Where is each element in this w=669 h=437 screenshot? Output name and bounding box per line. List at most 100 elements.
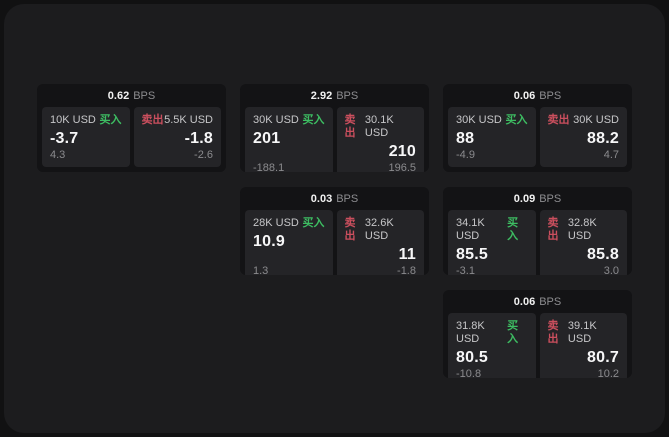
sell-price: -1.8 [184,130,213,147]
sell-delta: -2.6 [194,149,213,161]
bps-label: BPS [539,295,562,308]
card-header: 0.09 BPS [443,187,632,210]
buy-price: 201 [253,130,281,147]
buy-panel[interactable]: 10K USD 买入 -3.7 4.3 [42,107,130,167]
quote-card-3[interactable]: 0.06 BPS 30K USD 买入 88 -4.9 卖出 [443,84,632,172]
buy-label: 买入 [302,114,325,126]
card-body: 10K USD 买入 -3.7 4.3 卖出 5.5K USD -1.8 -2.… [37,107,226,172]
sell-price: 210 [388,143,416,160]
card-body: 30K USD 买入 88 -4.9 卖出 30K USD 88.2 4.7 [443,107,632,172]
bps-label: BPS [336,89,359,102]
buy-panel[interactable]: 31.8K USD 买入 80.5 -10.8 [448,313,536,378]
buy-panel[interactable]: 34.1K USD 买入 85.5 -3.1 [448,210,536,275]
sell-delta: 10.2 [597,368,619,378]
sell-amount: 39.1K USD [567,320,597,345]
sell-panel[interactable]: 卖出 39.1K USD 80.7 10.2 [539,313,627,378]
buy-amount: 34.1K USD [456,217,485,242]
buy-toprow: 30K USD 买入 [253,114,325,127]
bps-label: BPS [336,192,359,205]
bps-value: 2.92 [310,89,333,102]
sell-delta: 196.5 [388,162,416,172]
sell-label: 卖出 [547,217,559,242]
buy-panel[interactable]: 30K USD 买入 88 -4.9 [448,107,536,167]
buy-panel[interactable]: 28K USD 买入 10.9 1.3 [245,210,333,275]
sell-amount: 30.1K USD [364,114,394,139]
buy-price: 85.5 [456,246,488,263]
quote-card-2[interactable]: 2.92 BPS 30K USD 买入 201 -188.1 卖出 [240,84,429,172]
buy-amount: 10K USD [50,114,96,126]
sell-amount: 30K USD [573,114,619,126]
card-body: 31.8K USD 买入 80.5 -10.8 卖出 39.1K USD 80.… [443,313,632,378]
buy-price: 88 [456,130,475,147]
sell-toprow: 卖出 5.5K USD [142,114,214,127]
sell-toprow: 卖出 39.1K USD [548,320,620,346]
buy-delta: -10.8 [456,368,482,378]
buy-toprow: 34.1K USD 买入 [456,217,528,243]
quote-card-1[interactable]: 0.62 BPS 10K USD 买入 -3.7 4.3 卖出 [37,84,226,172]
bps-value: 0.03 [310,192,333,205]
sell-panel[interactable]: 卖出 32.8K USD 85.8 3.0 [539,210,627,275]
card-header: 0.06 BPS [443,84,632,107]
buy-amount: 30K USD [456,114,502,126]
sell-toprow: 卖出 30K USD [548,114,620,127]
sell-price: 80.7 [587,349,619,366]
buy-label: 买入 [507,320,519,345]
buy-amount: 28K USD [253,217,299,229]
buy-amount: 30K USD [253,114,299,126]
sell-price: 11 [398,246,416,263]
buy-label: 买入 [507,217,519,242]
sell-panel[interactable]: 卖出 32.6K USD 11 -1.8 [336,210,424,275]
card-body: 34.1K USD 买入 85.5 -3.1 卖出 32.8K USD 85.8… [443,210,632,275]
buy-label: 买入 [302,217,325,229]
quote-cards-grid: 0.62 BPS 10K USD 买入 -3.7 4.3 卖出 [37,84,632,378]
bps-value: 0.06 [513,89,536,102]
bps-value: 0.09 [513,192,536,205]
sell-amount: 5.5K USD [164,114,213,126]
sell-amount: 32.8K USD [567,217,597,242]
bps-value: 0.06 [513,295,536,308]
buy-delta: -4.9 [456,149,475,161]
buy-price: 80.5 [456,349,488,366]
sell-toprow: 卖出 30.1K USD [345,114,417,140]
sell-label: 卖出 [344,217,356,242]
sell-delta: -1.8 [397,265,416,275]
sell-price: 88.2 [587,130,619,147]
quote-card-6[interactable]: 0.06 BPS 31.8K USD 买入 80.5 -10.8 卖 [443,290,632,378]
buy-label: 买入 [505,114,528,126]
sell-panel[interactable]: 卖出 30.1K USD 210 196.5 [336,107,424,172]
sell-label: 卖出 [344,114,356,139]
buy-toprow: 28K USD 买入 [253,217,325,230]
buy-amount: 31.8K USD [456,320,485,345]
sell-delta: 4.7 [603,149,619,161]
main-panel: 0.62 BPS 10K USD 买入 -3.7 4.3 卖出 [4,4,665,433]
buy-price: -3.7 [50,130,79,147]
card-header: 0.62 BPS [37,84,226,107]
sell-price: 85.8 [587,246,619,263]
sell-panel[interactable]: 卖出 5.5K USD -1.8 -2.6 [133,107,221,167]
quote-card-4[interactable]: 0.03 BPS 28K USD 买入 10.9 1.3 卖出 [240,187,429,275]
bps-label: BPS [539,89,562,102]
card-header: 0.03 BPS [240,187,429,210]
buy-toprow: 10K USD 买入 [50,114,122,127]
buy-delta: -188.1 [253,162,285,172]
sell-label: 卖出 [547,114,570,126]
buy-delta: -3.1 [456,265,475,275]
quote-card-5[interactable]: 0.09 BPS 34.1K USD 买入 85.5 -3.1 卖出 [443,187,632,275]
sell-label: 卖出 [547,320,559,345]
buy-panel[interactable]: 30K USD 买入 201 -188.1 [245,107,333,172]
card-header: 2.92 BPS [240,84,429,107]
bps-label: BPS [133,89,156,102]
buy-price: 10.9 [253,233,285,250]
bps-value: 0.62 [107,89,130,102]
sell-delta: 3.0 [603,265,619,275]
bps-label: BPS [539,192,562,205]
sell-panel[interactable]: 卖出 30K USD 88.2 4.7 [539,107,627,167]
sell-amount: 32.6K USD [364,217,394,242]
sell-toprow: 卖出 32.8K USD [548,217,620,243]
sell-label: 卖出 [141,114,164,126]
buy-toprow: 30K USD 买入 [456,114,528,127]
card-header: 0.06 BPS [443,290,632,313]
buy-toprow: 31.8K USD 买入 [456,320,528,346]
card-body: 28K USD 买入 10.9 1.3 卖出 32.6K USD 11 -1.8 [240,210,429,275]
